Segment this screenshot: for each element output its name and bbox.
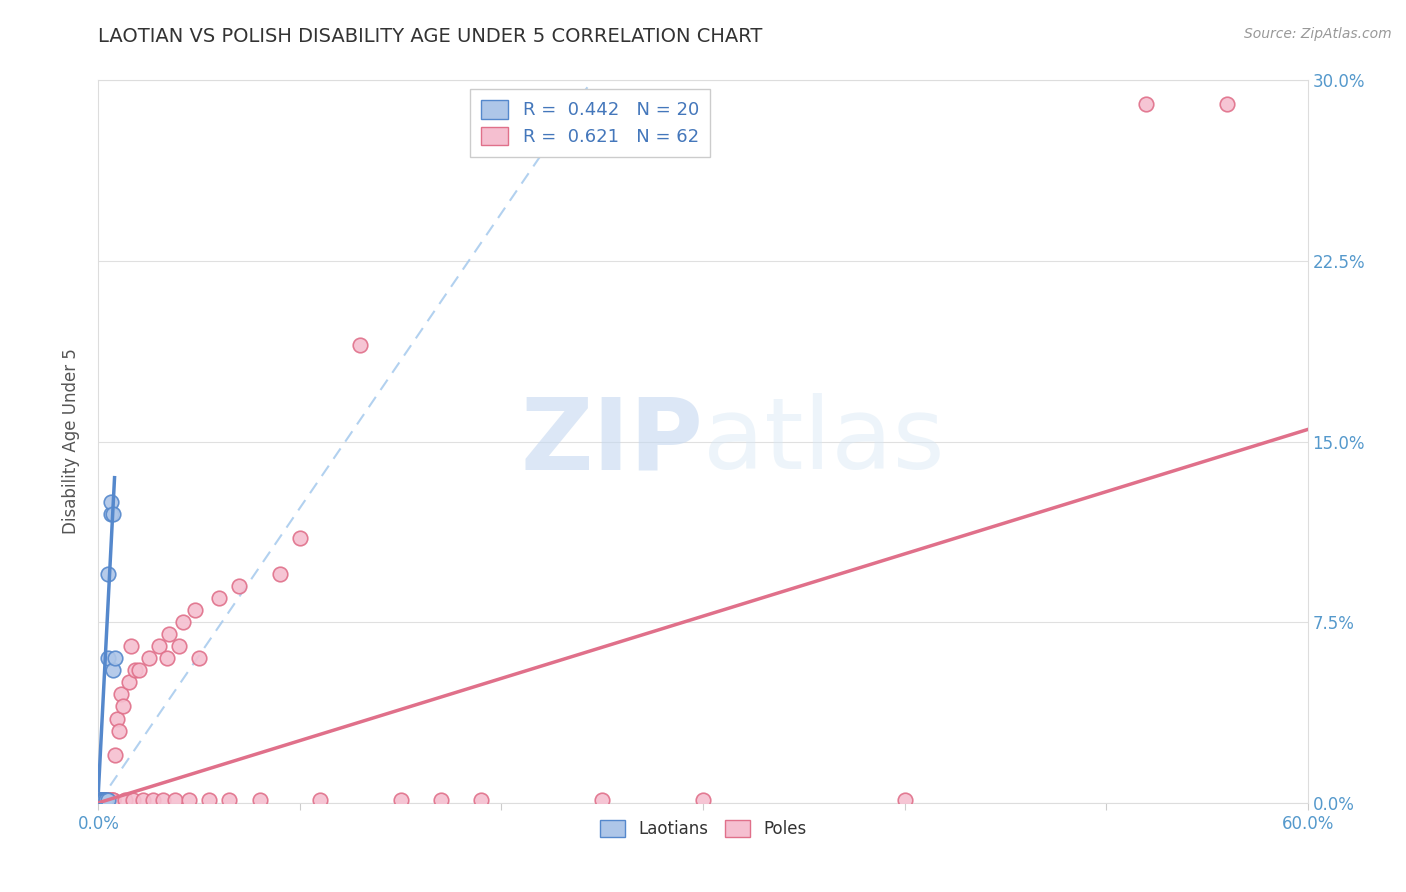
Point (121, 793, 143, 807)
Point (97, 651, 120, 665)
Point (89, 793, 111, 807)
Point (249, 793, 271, 807)
Point (184, 603, 207, 617)
Point (96, 793, 118, 807)
Point (103, 651, 125, 665)
Point (91, 793, 114, 807)
Point (470, 793, 492, 807)
Point (97, 567, 120, 582)
Y-axis label: Disability Age Under 5: Disability Age Under 5 (62, 349, 80, 534)
Point (101, 793, 124, 807)
Point (111, 699, 134, 714)
Point (148, 639, 170, 653)
Point (288, 531, 311, 545)
Point (96, 793, 118, 807)
Point (208, 591, 231, 605)
Point (893, 793, 915, 807)
Point (120, 639, 142, 653)
Point (100, 793, 122, 807)
Text: Source: ZipAtlas.com: Source: ZipAtlas.com (1244, 27, 1392, 41)
Point (118, 675, 141, 690)
Point (96, 793, 118, 807)
Point (101, 793, 124, 807)
Point (100, 793, 122, 807)
Point (114, 793, 136, 807)
Point (228, 579, 250, 593)
Point (97, 793, 120, 807)
Point (172, 615, 194, 630)
Point (91, 793, 114, 807)
Point (110, 687, 132, 701)
Text: ZIP: ZIP (520, 393, 703, 490)
Point (692, 793, 714, 807)
Point (1216, 97, 1239, 112)
Point (89, 793, 111, 807)
Point (389, 793, 412, 807)
Text: atlas: atlas (703, 393, 945, 490)
Point (93, 793, 115, 807)
Point (100, 507, 122, 521)
Point (91, 793, 114, 807)
Point (93, 793, 115, 807)
Point (97, 793, 120, 807)
Point (349, 338, 371, 352)
Point (91, 793, 114, 807)
Point (89, 793, 111, 807)
Point (198, 793, 221, 807)
Point (103, 747, 125, 762)
Point (93, 793, 115, 807)
Point (124, 664, 146, 678)
Text: LAOTIAN VS POLISH DISABILITY AGE UNDER 5 CORRELATION CHART: LAOTIAN VS POLISH DISABILITY AGE UNDER 5… (98, 27, 763, 45)
Point (179, 793, 201, 807)
Point (96, 793, 118, 807)
Point (91, 793, 114, 807)
Point (105, 712, 128, 726)
Point (89, 793, 111, 807)
Point (101, 507, 124, 521)
Point (163, 793, 186, 807)
Point (309, 793, 332, 807)
Point (430, 793, 453, 807)
Point (93, 793, 115, 807)
Point (188, 651, 211, 665)
Point (91, 793, 114, 807)
Point (97, 793, 120, 807)
Point (89, 793, 111, 807)
Point (93, 793, 115, 807)
Legend: Laotians, Poles: Laotians, Poles (593, 814, 813, 845)
Point (96, 793, 118, 807)
Point (167, 639, 190, 653)
Point (132, 793, 155, 807)
Point (157, 627, 180, 641)
Point (89, 793, 111, 807)
Point (138, 651, 160, 665)
Point (93, 793, 115, 807)
Point (107, 723, 129, 738)
Point (128, 664, 150, 678)
Point (269, 567, 291, 582)
Point (152, 793, 174, 807)
Point (93, 793, 115, 807)
Point (156, 651, 179, 665)
Point (218, 793, 240, 807)
Point (1135, 97, 1157, 112)
Point (97, 793, 120, 807)
Point (100, 494, 122, 508)
Point (142, 793, 165, 807)
Point (591, 793, 613, 807)
Point (91, 793, 114, 807)
Point (91, 793, 114, 807)
Point (101, 664, 124, 678)
